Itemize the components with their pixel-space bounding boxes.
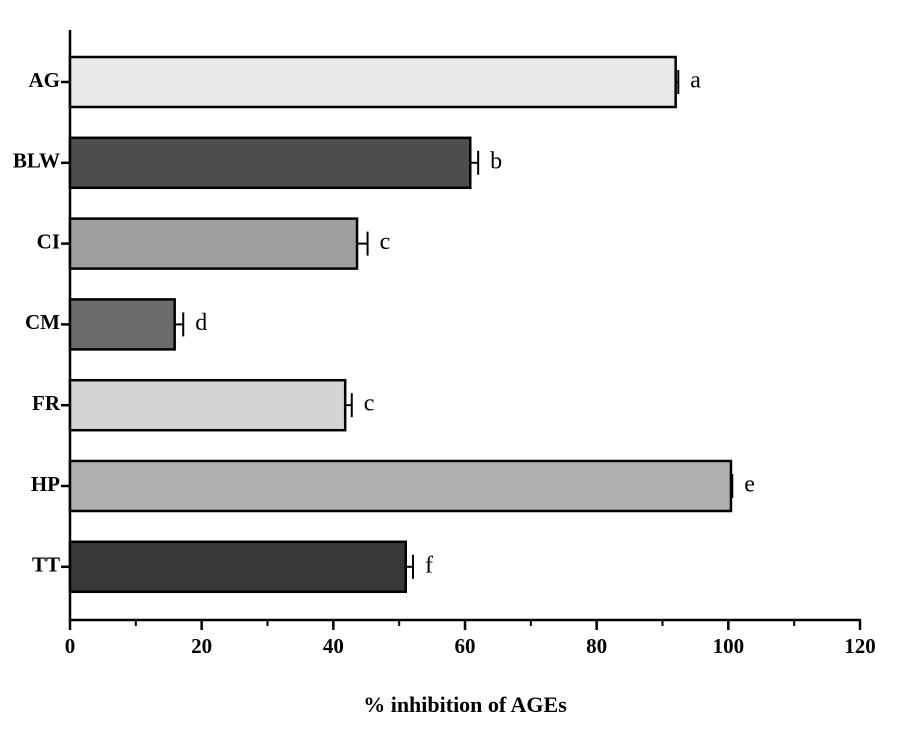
significance-letter: c [380,229,391,255]
bar [68,298,176,351]
x-tick-label: 100 [713,634,745,658]
significance-letter: b [490,148,502,174]
bar [68,55,677,109]
y-tick-label: TT [32,553,60,577]
bar [68,540,407,594]
significance-letter: d [195,310,207,336]
y-tick-label: CI [37,229,60,253]
x-tick-label: 80 [586,634,607,658]
y-tick-label: AG [29,68,61,92]
y-tick-label: BLW [13,149,60,173]
significance-letter: e [744,472,755,498]
x-axis-title: % inhibition of AGEs [363,692,567,717]
y-tick-label: HP [31,472,60,496]
bar [68,459,733,513]
significance-letter: f [425,552,433,578]
x-tick-label: 120 [844,634,876,658]
significance-letter: c [364,391,375,417]
x-tick-label: 0 [65,634,76,658]
bar [68,136,472,190]
y-tick-label: FR [32,391,61,415]
y-tick-label: CM [25,310,60,334]
x-tick-label: 40 [323,634,344,658]
x-tick-label: 60 [455,634,476,658]
bar [68,217,359,270]
bar [68,378,347,432]
significance-letter: a [690,68,701,94]
x-tick-label: 20 [191,634,212,658]
